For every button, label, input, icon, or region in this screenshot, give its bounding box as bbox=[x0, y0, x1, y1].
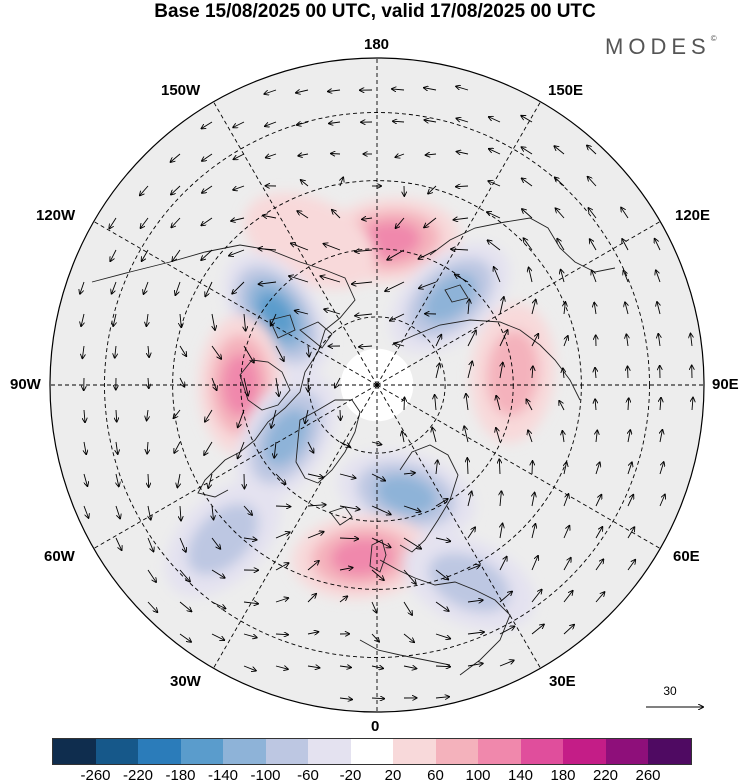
colorbar-swatch bbox=[266, 739, 309, 764]
lon-label-60w: 60W bbox=[44, 548, 75, 565]
lon-label-0: 0 bbox=[371, 718, 379, 735]
lon-label-90w: 90W bbox=[10, 376, 41, 393]
colorbar-swatch bbox=[393, 739, 436, 764]
colorbar-swatch bbox=[181, 739, 224, 764]
colorbar-swatch bbox=[96, 739, 139, 764]
lon-label-30e: 30E bbox=[549, 673, 576, 690]
lon-label-150e: 150E bbox=[548, 82, 583, 99]
wind-vector bbox=[276, 506, 290, 507]
colorbar-swatch bbox=[648, 739, 691, 764]
lon-label-60e: 60E bbox=[673, 548, 700, 565]
wind-vector bbox=[404, 398, 405, 411]
lon-label-150w: 150W bbox=[161, 82, 200, 99]
wind-vector bbox=[532, 461, 533, 474]
colorbar-swatch bbox=[436, 739, 479, 764]
colorbar-swatch bbox=[478, 739, 521, 764]
reference-vector-label: 30 bbox=[630, 684, 710, 698]
lon-label-120w: 120W bbox=[36, 207, 75, 224]
colorbar-swatch bbox=[351, 739, 394, 764]
lon-label-180: 180 bbox=[364, 36, 389, 53]
colorbar-tick-label: 260 bbox=[623, 767, 673, 784]
wind-vector bbox=[340, 410, 341, 420]
colorbar-swatch bbox=[223, 739, 266, 764]
wind-vector bbox=[331, 154, 340, 155]
colorbar-swatch bbox=[308, 739, 351, 764]
colorbar-swatch bbox=[606, 739, 649, 764]
colorbar-swatch bbox=[138, 739, 181, 764]
lon-label-30w: 30W bbox=[170, 673, 201, 690]
colorbar-swatch bbox=[521, 739, 564, 764]
colorbar-swatch bbox=[53, 739, 96, 764]
lon-label-90e: 90E bbox=[712, 376, 739, 393]
colorbar-swatch bbox=[563, 739, 606, 764]
colorbar bbox=[52, 738, 692, 765]
lon-label-120e: 120E bbox=[675, 207, 710, 224]
wind-vector bbox=[628, 366, 629, 378]
